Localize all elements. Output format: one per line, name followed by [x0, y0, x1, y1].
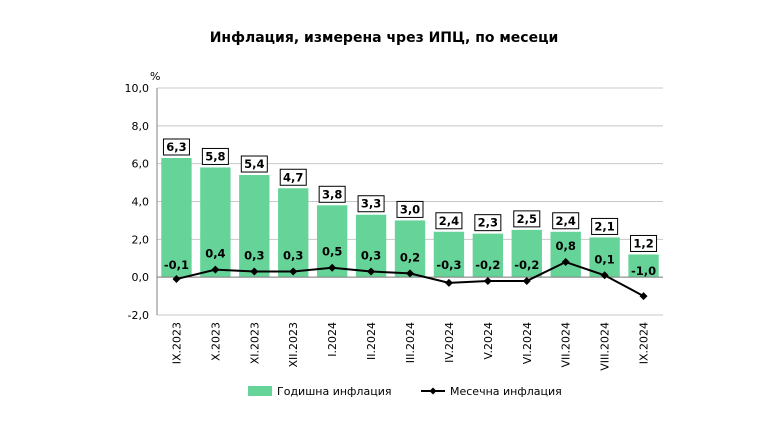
y-tick-label: 8,0 [132, 120, 150, 133]
x-tick-label: III.2024 [404, 322, 417, 363]
legend-marker-monthly [429, 387, 437, 395]
bar [511, 229, 542, 278]
bar-label-box [630, 234, 658, 252]
line-point [600, 271, 609, 280]
bar-data-label: 3,0 [400, 202, 420, 216]
x-tick-label: XII.2023 [287, 322, 300, 368]
line-data-label: 0,4 [205, 247, 225, 261]
bar-data-label: 1,2 [633, 236, 653, 250]
chart-title: Инфлация, измерена чрез ИПЦ, по месеци [209, 30, 559, 46]
line-data-label: 0,3 [283, 248, 303, 262]
bar [278, 188, 309, 278]
bar-data-label: 2,4 [439, 214, 459, 228]
bar-label-box [513, 210, 541, 228]
bar-label-box [201, 147, 229, 165]
bar-data-label: 4,7 [283, 170, 303, 184]
bar-data-label: 5,8 [205, 149, 225, 163]
x-axis: IX.2023 X.2023 XI.2023 XII.2023 I.2024 II.202… [157, 276, 663, 371]
line-data-label: -0,3 [436, 258, 461, 272]
bar-data-label: 2,4 [556, 214, 576, 228]
x-tick-label: II.2024 [365, 322, 378, 360]
line-point [483, 276, 492, 285]
line-point [522, 276, 531, 285]
bar [161, 157, 192, 278]
line-point [561, 258, 570, 267]
line-data-label: 0,1 [594, 252, 614, 266]
line-point [406, 269, 414, 278]
line-point [289, 267, 298, 276]
line-point [328, 263, 337, 272]
bar [394, 220, 426, 278]
line-point [250, 267, 259, 276]
bar-label-box [162, 138, 190, 156]
y-tick-label: 6,0 [132, 158, 150, 171]
legend-label-monthly: Месечна инфлация [450, 385, 562, 398]
bar [472, 233, 504, 278]
bar [355, 214, 387, 278]
y-tick-label: 2,0 [132, 233, 150, 246]
x-tick-label: VII.2024 [560, 322, 573, 368]
y-tick-label: -2,0 [128, 309, 149, 322]
line-point [444, 278, 453, 287]
bar [200, 167, 231, 278]
line-data-label: -0,2 [475, 258, 500, 272]
line-data-label: -1,0 [631, 264, 656, 278]
x-tick-label: V.2024 [482, 322, 495, 360]
legend: Годишна инфлация Месечна инфлация [248, 385, 562, 398]
bar-label-box [435, 212, 463, 230]
bar [433, 231, 465, 278]
bar-label-box [279, 168, 307, 186]
bar-label-box [552, 212, 580, 230]
line-point [367, 267, 376, 276]
x-tick-label: IX.2023 [170, 322, 183, 364]
y-tick-label: 0,0 [132, 271, 150, 284]
bar-data-labels: 6,3 5,8 5,4 4,7 3,8 3,3 3,0 2,4 2,3 2,5 2,4 2,1 1,2 [162, 138, 658, 252]
line-series [172, 258, 648, 301]
x-tick-label: VIII.2024 [599, 322, 612, 371]
bar-series [161, 157, 659, 278]
bar-label-box [474, 214, 502, 232]
line-point [639, 292, 648, 301]
x-tick-label: IV.2024 [443, 322, 456, 363]
line-data-label: 0,3 [361, 248, 381, 262]
legend-swatch-annual [248, 386, 272, 396]
line-point [172, 275, 181, 284]
bar-data-label: 5,4 [244, 157, 264, 171]
bar-label-box [396, 200, 424, 218]
line-data-label: 0,3 [244, 248, 264, 262]
bar-data-label: 2,3 [478, 216, 498, 230]
bar [589, 237, 620, 278]
line-data-label: 0,2 [400, 250, 420, 264]
y-axis: 10,0 8,0 6,0 4,0 2,0 0,0 -2,0 [125, 82, 158, 322]
bar-data-label: 2,5 [517, 212, 537, 226]
bar-data-label: 3,8 [322, 187, 342, 201]
bar-data-label: 2,1 [594, 219, 614, 233]
x-tick-label: IX.2024 [638, 322, 651, 364]
bar-label-box [240, 155, 268, 173]
y-unit-label: % [150, 70, 160, 83]
bar-label-box [318, 185, 346, 203]
bar-label-box [591, 217, 619, 235]
line-point [211, 265, 220, 274]
bar [550, 231, 581, 278]
y-tick-label: 4,0 [132, 196, 150, 209]
x-tick-label: X.2023 [209, 322, 222, 361]
x-tick-label: VI.2024 [521, 322, 534, 364]
legend-label-annual: Годишна инфлация [277, 385, 391, 398]
bar-data-label: 3,3 [361, 197, 381, 211]
bar-data-label: 6,3 [166, 140, 186, 154]
bar [239, 175, 270, 278]
bar [628, 254, 659, 278]
line-data-label: 0,5 [322, 245, 342, 259]
line-data-label: 0,8 [556, 239, 576, 253]
line-data-labels: -0,1 0,4 0,3 0,3 0,5 0,3 0,2 -0,3 -0,2 -0,2 0,8 0,1… [164, 239, 656, 278]
x-tick-label: I.2024 [326, 322, 339, 357]
y-tick-label: 10,0 [125, 82, 150, 95]
x-tick-label: XI.2023 [248, 322, 261, 364]
line-data-label: -0,1 [164, 258, 189, 272]
bar-label-box [357, 195, 385, 213]
line-data-label: -0,2 [514, 258, 539, 272]
